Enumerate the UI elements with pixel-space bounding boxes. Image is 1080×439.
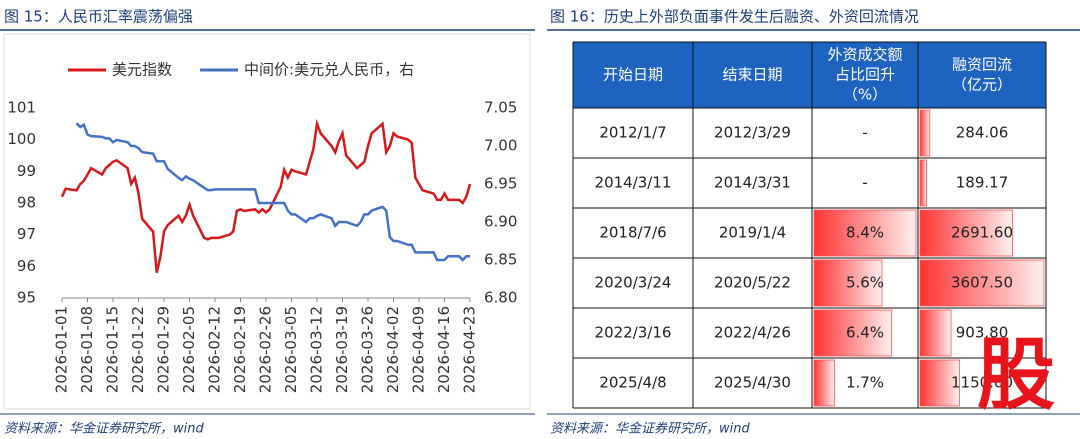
- x-tick-label: 2026-01-29: [155, 306, 173, 393]
- y2-tick-label: 6.85: [484, 251, 517, 269]
- column-header: （亿元）: [952, 76, 1012, 94]
- table-cell: 2022/4/26: [714, 324, 791, 342]
- y-tick-label: 97: [17, 225, 36, 243]
- table-cell: -: [862, 174, 867, 192]
- legend-label: 美元指数: [112, 61, 172, 79]
- x-tick-label: 2026-02-19: [231, 306, 249, 393]
- x-tick-label: 2026-01-01: [53, 306, 71, 393]
- x-tick-label: 2026-01-22: [129, 306, 147, 393]
- table-cell: 2020/5/22: [714, 274, 791, 292]
- y2-tick-label: 7.05: [484, 99, 517, 117]
- data-bar: [813, 309, 893, 357]
- x-tick-label: 2026-04-23: [461, 306, 479, 393]
- table-cell: 2025/4/8: [599, 374, 666, 392]
- x-tick-label: 2026-04-02: [384, 306, 402, 393]
- column-header: 融资回流: [952, 56, 1012, 74]
- data-bar: [919, 159, 927, 207]
- table-cell: 2012/1/7: [599, 124, 666, 142]
- column-header: 外资成交额: [827, 46, 902, 64]
- x-tick-label: 2026-03-26: [359, 306, 377, 393]
- chart-frame: [3, 33, 531, 410]
- x-tick-label: 2026-03-19: [333, 306, 351, 393]
- x-tick-label: 2026-04-16: [435, 306, 453, 393]
- table-cell: 3607.50: [951, 274, 1013, 292]
- table-cell: 1150.00: [951, 374, 1013, 392]
- data-bar: [919, 109, 931, 157]
- table-cell: 2012/3/29: [714, 124, 791, 142]
- y-tick-label: 98: [17, 194, 36, 212]
- y-tick-label: 96: [17, 257, 36, 275]
- table-cell: 1.7%: [846, 374, 884, 392]
- data-bar: [919, 359, 960, 407]
- table-cell: 2019/1/4: [719, 224, 786, 242]
- y-tick-label: 101: [7, 99, 36, 117]
- line-series: [75, 122, 470, 262]
- table-title: 图 16：历史上外部负面事件发生后融资、外资回流情况: [550, 8, 919, 26]
- legend-label: 中间价:美元兑人民币，右: [244, 61, 414, 79]
- table-header-bg: [573, 42, 1046, 108]
- y2-tick-label: 7.00: [484, 137, 517, 155]
- x-tick-label: 2026-03-05: [282, 306, 300, 393]
- x-tick-label: 2026-03-12: [308, 306, 326, 393]
- table-cell: 5.6%: [846, 274, 884, 292]
- data-bar: [813, 259, 883, 307]
- column-header: （%）: [843, 86, 887, 104]
- table-cell: 2014/3/11: [595, 174, 672, 192]
- x-tick-label: 2026-02-05: [180, 306, 198, 393]
- table-cell: 2691.60: [951, 224, 1013, 242]
- table-cell: 2018/7/6: [599, 224, 666, 242]
- line-series: [60, 118, 472, 273]
- table-cell: 2025/4/30: [714, 374, 791, 392]
- x-tick-label: 2026-01-08: [78, 306, 96, 393]
- table-cell: 8.4%: [846, 224, 884, 242]
- table-cell: 6.4%: [846, 324, 884, 342]
- column-header: 占比回升: [835, 66, 895, 84]
- y-tick-label: 95: [17, 289, 36, 307]
- x-tick-label: 2026-04-09: [410, 306, 428, 393]
- table-cell: 2022/3/16: [595, 324, 672, 342]
- y2-tick-label: 6.95: [484, 175, 517, 193]
- table-source: 资料来源：华金证券研究所，wind: [550, 421, 750, 437]
- table-cell: 284.06: [956, 124, 1009, 142]
- table-cell: 2020/3/24: [595, 274, 672, 292]
- y-tick-label: 100: [7, 130, 36, 148]
- x-tick-label: 2026-02-26: [257, 306, 275, 393]
- column-header: 开始日期: [603, 66, 663, 84]
- x-tick-label: 2026-01-15: [104, 306, 122, 393]
- data-bar: [919, 309, 952, 357]
- data-bar: [919, 209, 1013, 257]
- data-bar: [813, 359, 836, 407]
- table-cell: 2014/3/31: [714, 174, 791, 192]
- x-tick-label: 2026-02-12: [206, 306, 224, 393]
- chart-source: 资料来源：华金证券研究所，wind: [4, 421, 204, 437]
- table-cell: -: [862, 124, 867, 142]
- watermark: 股: [977, 330, 1055, 420]
- table-cell: 903.80: [956, 324, 1009, 342]
- column-header: 结束日期: [722, 66, 782, 84]
- y2-tick-label: 6.90: [484, 213, 517, 231]
- data-bar: [919, 259, 1045, 307]
- chart-title: 图 15：人民币汇率震荡偏强: [4, 8, 193, 26]
- y-tick-label: 99: [17, 162, 36, 180]
- table-cell: 189.17: [956, 174, 1009, 192]
- data-bar: [813, 209, 917, 257]
- y2-tick-label: 6.80: [484, 289, 517, 307]
